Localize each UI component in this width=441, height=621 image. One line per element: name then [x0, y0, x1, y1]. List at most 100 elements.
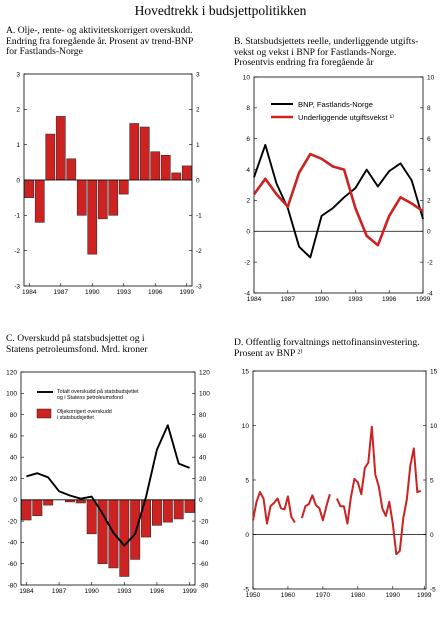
line-segment-1 — [300, 493, 331, 522]
title-line: vekst og vekst i BNP for Fastlands-Norge… — [234, 46, 397, 58]
y-tick-label-right: 100 — [199, 391, 210, 398]
legend-label-line: og i Statens petroleumsfond — [57, 395, 123, 401]
x-tick-label: 1993 — [117, 588, 132, 595]
title-line: B. Statsbudsjettets reelle, underliggend… — [234, 36, 419, 47]
title-line: Statens petroleumsfond. Mrd. kroner — [6, 343, 148, 355]
y-tick-label-left: 5 — [245, 477, 249, 484]
title-line: A. Olje-, rente- og aktivitetskorrigert … — [6, 25, 193, 36]
y-tick-label-left: 60 — [10, 433, 18, 440]
title-line: Endring fra foregående år. Prosent av tr… — [6, 35, 194, 47]
bar-1998 — [171, 172, 182, 181]
title-line: C. Overskudd på statsbudsjettet og i — [6, 333, 145, 344]
bar-1984 — [24, 179, 35, 198]
y-tick-label-right: -40 — [199, 540, 209, 547]
y-tick-label-left: 15 — [242, 368, 250, 375]
y-tick-label-left: 2 — [16, 107, 20, 114]
plot-frame — [20, 371, 196, 586]
x-tick-label: 1990 — [314, 296, 329, 303]
x-tick-label: 1999 — [416, 296, 431, 303]
y-tick-label-left: 0 — [16, 177, 20, 184]
y-tick-label-right: -3 — [196, 283, 202, 290]
y-tick-label-right: 2 — [427, 198, 431, 205]
y-tick-label-right: -60 — [199, 561, 209, 568]
y-tick-label-right: 0 — [427, 229, 431, 236]
line-series-1 — [252, 152, 424, 247]
y-tick-label-left: 100 — [6, 391, 17, 398]
bar-1990 — [87, 179, 98, 255]
y-tick-label-right: 20 — [199, 476, 207, 483]
y-tick-label-left: -40 — [8, 540, 18, 547]
x-tick-label: 1999 — [180, 289, 195, 296]
y-tick-label-right: -80 — [199, 582, 209, 589]
x-tick-label: 1996 — [150, 588, 165, 595]
panel-d-title: D. Offentlig forvaltnings nettofinansinv… — [234, 337, 420, 359]
y-tick-label-left: -2 — [244, 259, 250, 266]
y-tick-label-right: -2 — [196, 248, 202, 255]
y-tick-label-left: 120 — [6, 369, 17, 376]
y-tick-label-right: 1 — [196, 142, 200, 149]
y-tick-label-right: -20 — [199, 518, 209, 525]
bar-1989 — [76, 179, 87, 216]
y-tick-label-right: 10 — [430, 423, 438, 430]
bar-1987 — [55, 116, 66, 181]
y-tick-label-right: -5 — [430, 586, 436, 593]
legend-label-line: Totalt overskudd på statsbudsjettet — [57, 388, 139, 395]
y-tick-label-left: 8 — [246, 105, 250, 112]
y-tick-label-left: 4 — [246, 167, 250, 174]
legend-label-0: BNP, Fastlands-Norge — [298, 100, 373, 109]
y-tick-label-left: -5 — [243, 586, 249, 593]
y-tick-label-left: 40 — [10, 455, 18, 462]
bar-1997 — [160, 155, 171, 181]
bar-1994 — [130, 499, 141, 560]
legend-label-1: Underliggende utgiftsvekst ¹⁾ — [298, 113, 394, 122]
x-tick-label: 1980 — [351, 592, 366, 599]
bar-1997 — [162, 499, 173, 523]
title-line: for Fastlands-Norge — [6, 46, 83, 58]
x-tick-label: 1987 — [54, 289, 69, 296]
y-tick-label-right: 4 — [427, 167, 431, 174]
plot-frame — [252, 370, 427, 590]
y-tick-label-left: 1 — [16, 142, 20, 149]
bar-1993 — [119, 499, 130, 577]
y-tick-label-right: 15 — [430, 368, 438, 375]
y-tick-label-left: 3 — [16, 71, 20, 78]
line-series-0 — [253, 143, 424, 259]
y-tick-label-left: -80 — [8, 582, 18, 589]
y-tick-label-right: -2 — [427, 259, 433, 266]
y-tick-label-right: -1 — [196, 213, 202, 220]
y-tick-label-left: 0 — [13, 497, 17, 504]
bar-1999 — [181, 165, 192, 181]
y-tick-label-right: 0 — [196, 177, 200, 184]
bar-1996 — [150, 151, 161, 181]
bar-1984 — [21, 499, 32, 521]
y-tick-label-left: -20 — [8, 518, 18, 525]
x-tick-label: 1996 — [382, 296, 397, 303]
y-tick-label-right: 8 — [427, 105, 431, 112]
y-tick-label-right: 0 — [430, 532, 434, 539]
y-tick-label-left: 10 — [243, 74, 251, 81]
y-tick-label-left: -60 — [8, 561, 18, 568]
x-tick-label: 1984 — [247, 296, 262, 303]
y-tick-label-left: 0 — [246, 229, 250, 236]
x-tick-label: 1999 — [417, 592, 432, 599]
x-tick-label: 1990 — [84, 588, 99, 595]
y-tick-label-left: 10 — [242, 423, 250, 430]
title-line: D. Offentlig forvaltnings nettofinansinv… — [234, 337, 420, 348]
x-tick-label: 1950 — [246, 592, 261, 599]
y-tick-label-right: 120 — [199, 369, 210, 376]
y-tick-label-left: -1 — [14, 213, 20, 220]
y-tick-label-right: 10 — [427, 74, 435, 81]
y-tick-label-right: 60 — [199, 433, 207, 440]
bar-1992 — [108, 179, 119, 216]
x-tick-label: 1984 — [22, 289, 37, 296]
x-tick-label: 1996 — [148, 289, 163, 296]
panel-b-title: B. Statsbudsjettets reelle, underliggend… — [234, 36, 419, 69]
y-tick-label-left: 2 — [246, 198, 250, 205]
y-tick-label-left: -4 — [244, 290, 250, 297]
bar-1990 — [86, 499, 97, 535]
x-tick-label: 1993 — [117, 289, 132, 296]
line-segment-0 — [252, 491, 296, 525]
page-title: Hovedtrekk i budsjettpolitikken — [134, 3, 307, 18]
x-tick-label: 1999 — [182, 588, 197, 595]
